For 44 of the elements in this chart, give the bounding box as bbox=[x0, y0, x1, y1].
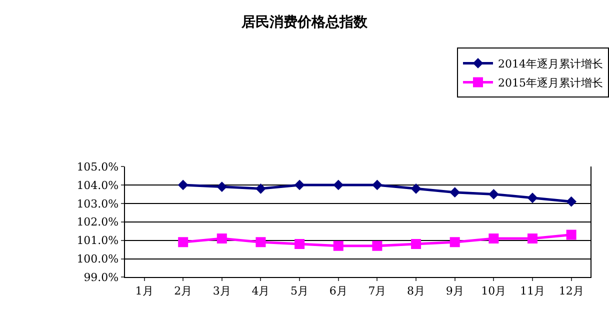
x-tick-label: 1月 bbox=[135, 284, 154, 298]
point bbox=[372, 180, 382, 190]
point bbox=[178, 237, 188, 248]
x-tick-label: 5月 bbox=[290, 284, 309, 298]
point bbox=[450, 187, 460, 198]
point bbox=[527, 233, 538, 244]
chart-title: 居民消费价格总指数 bbox=[240, 14, 368, 30]
y-tick-label: 103.0% bbox=[76, 197, 119, 210]
point bbox=[488, 233, 499, 244]
point bbox=[178, 180, 188, 190]
point bbox=[372, 240, 382, 251]
x-tick-label: 12月 bbox=[558, 284, 584, 298]
point bbox=[410, 183, 422, 194]
y-tick-label: 104.0% bbox=[76, 178, 119, 192]
point bbox=[216, 182, 228, 192]
point bbox=[216, 233, 227, 244]
x-tick-label: 2月 bbox=[174, 284, 192, 298]
x-tick-label: 8月 bbox=[407, 284, 426, 298]
y-tick-label: 100.0% bbox=[76, 252, 119, 266]
point bbox=[256, 183, 266, 194]
point bbox=[450, 237, 460, 248]
legend-label: 2014年逐月累计增长 bbox=[498, 58, 603, 71]
point bbox=[294, 239, 305, 250]
x-tick-label: 6月 bbox=[329, 284, 348, 298]
x-tick-label: 4月 bbox=[252, 284, 270, 298]
point bbox=[527, 192, 538, 204]
y-tick-label: 105.0% bbox=[76, 160, 119, 174]
y-tick-label: 102.0% bbox=[76, 216, 119, 229]
legend-label: 2015年逐月累计增长 bbox=[498, 76, 603, 90]
point bbox=[566, 230, 576, 240]
x-tick-label: 3月 bbox=[212, 284, 231, 298]
y-tick-label: 99.0% bbox=[84, 271, 119, 284]
point bbox=[411, 239, 422, 250]
x-tick-label: 10月 bbox=[481, 284, 506, 298]
x-tick-label: 11月 bbox=[520, 284, 545, 298]
point bbox=[256, 237, 266, 248]
point bbox=[294, 180, 305, 190]
point bbox=[333, 240, 344, 251]
point bbox=[488, 188, 499, 200]
x-tick-label: 9月 bbox=[446, 284, 464, 298]
point bbox=[566, 196, 577, 207]
y-tick-label: 101.0% bbox=[76, 234, 119, 248]
x-tick-label: 7月 bbox=[368, 284, 386, 298]
point bbox=[333, 180, 344, 190]
